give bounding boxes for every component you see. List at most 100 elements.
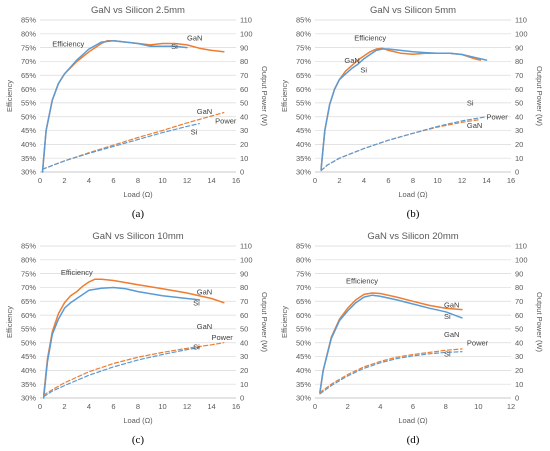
annotation-label: Si [444,312,451,321]
x-tick-label: 10 [158,176,166,185]
gridlines [315,245,511,399]
annotation-label: GaN [444,300,459,309]
x-tick-label: 4 [87,402,91,411]
x-tick-label: 16 [232,402,240,411]
y2-tick-label: 100 [240,30,253,39]
y-tick-label: 65% [296,71,311,80]
chart-title: GaN vs Silicon 10mm [92,231,183,242]
si-power-line [41,122,200,170]
y2-tick-label: 90 [515,269,523,278]
x-tick-label: 10 [433,176,441,185]
y2-tick-label: 10 [515,380,523,389]
y2-tick-label: 90 [240,43,248,52]
si-efficiency-line [42,286,201,399]
y2-tick-label: 30 [515,352,523,361]
y2-tick-label: 100 [515,256,528,265]
x-tick-label: 10 [474,402,482,411]
y-tick-label: 80% [21,30,36,39]
si-power-line [319,351,463,395]
y2-tick-label: 10 [240,154,248,163]
y-tick-label: 75% [21,43,36,52]
y2-tick-label: 20 [515,140,523,149]
y2-tick-label: 90 [515,43,523,52]
y2-tick-label: 40 [515,338,523,347]
y-tick-label: 45% [21,126,36,135]
gan-power-line [320,118,481,172]
y-tick-label: 50% [21,112,36,121]
y2-tick-label: 20 [240,366,248,375]
gridlines [315,19,511,173]
y-tick-label: 55% [296,325,311,334]
y2-tick-label: 40 [240,338,248,347]
y-tick-label: 50% [21,338,36,347]
x-tick-label: 12 [183,176,191,185]
y-tick-label: 65% [21,297,36,306]
y-tick-label: 60% [21,311,36,320]
y2-tick-label: 100 [240,256,253,265]
y-tick-label: 30% [21,168,36,177]
y-tick-label: 55% [21,325,36,334]
x-tick-label: 0 [38,402,42,411]
y-tick-label: 45% [296,352,311,361]
y2-tick-label: 50 [240,325,248,334]
y2-tick-label: 110 [515,16,527,25]
panel-label: (c) [132,434,145,446]
y-tick-label: 70% [296,57,311,66]
annotation-label: Si [360,66,367,75]
x-tick-label: 14 [482,176,490,185]
y-tick-label: 55% [21,99,36,108]
y2-tick-label: 40 [240,112,248,121]
chart-panel-b: GaN vs Silicon 5mm Load (Ω) Efficiency O… [280,5,544,220]
si-efficiency-line [319,294,463,394]
y2-tick-label: 80 [515,57,523,66]
gan-power-line [319,348,463,394]
annotation-label: Efficiency [61,268,93,277]
y-tick-label: 40% [21,366,36,375]
annotation-label: Si [467,99,474,108]
y2-tick-label: 50 [240,99,248,108]
y-tick-label: 85% [296,16,311,25]
x-axis-label: Load (Ω) [398,416,428,425]
x-tick-label: 4 [378,402,382,411]
x-tick-label: 16 [232,176,240,185]
y-tick-label: 60% [296,311,311,320]
y2-tick-label: 30 [515,126,523,135]
x-tick-label: 10 [158,402,166,411]
y2-tick-label: 0 [515,168,519,177]
y2-tick-label: 70 [240,71,248,80]
x-tick-label: 0 [38,176,42,185]
annotation-label: Si [171,42,178,51]
y-tick-label: 30% [21,394,36,403]
annotation-label: Si [193,298,200,307]
y2-tick-label: 90 [240,269,248,278]
x-tick-label: 14 [207,176,215,185]
y-tick-label: 50% [296,112,311,121]
panel-label: (d) [407,434,420,446]
x-tick-label: 6 [411,402,415,411]
y2-tick-label: 60 [240,311,248,320]
y2-tick-label: 50 [515,99,523,108]
x-tick-label: 4 [362,176,366,185]
panel-label: (a) [132,208,145,220]
chart-title: GaN vs Silicon 20mm [367,231,458,242]
y2-axis-label: Output Power (W) [535,292,544,353]
annotation-label: Efficiency [354,34,386,43]
y2-tick-label: 60 [240,85,248,94]
x-tick-label: 8 [136,176,140,185]
annotation-label: Power [215,117,237,126]
annotation-label: Si [444,350,451,359]
gan-power-line [43,342,225,396]
y2-tick-label: 0 [240,394,244,403]
y2-tick-label: 80 [240,57,248,66]
y-axis-label: Efficiency [5,80,14,112]
y-tick-label: 70% [296,283,311,292]
y2-tick-label: 110 [515,242,527,251]
annotation-label: Si [191,128,198,137]
y-tick-label: 80% [296,30,311,39]
y2-tick-label: 50 [515,325,523,334]
x-tick-label: 12 [183,402,191,411]
annotation-label: GaN [197,107,212,116]
y-tick-label: 70% [21,283,36,292]
y2-axis-label: Output Power (W) [535,66,544,127]
annotation-label: Efficiency [346,276,378,285]
